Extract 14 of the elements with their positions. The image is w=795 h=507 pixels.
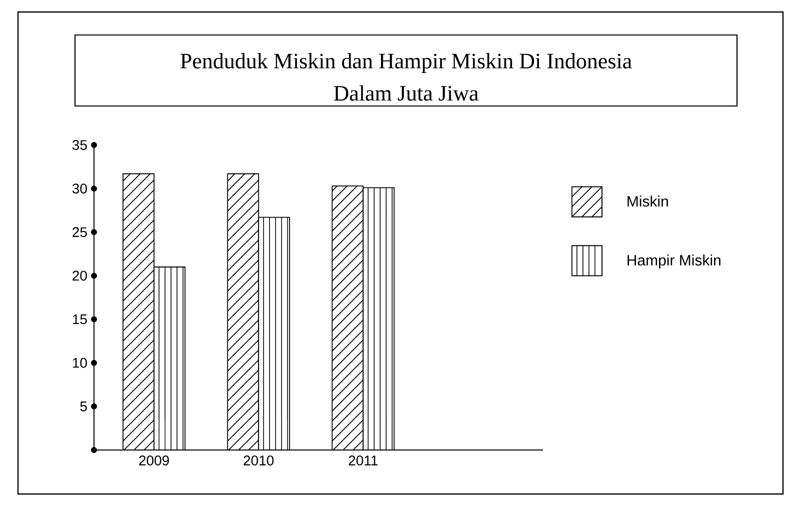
chart-subtitle: Dalam Juta Jiwa (334, 85, 478, 101)
chart-title: Penduduk Miskin dan Hampir Miskin Di Indonesia (180, 53, 632, 73)
y-tick-label: 20 (72, 270, 87, 281)
x-tick-label: 2009 (139, 456, 169, 466)
x-tick-label: 2011 (348, 456, 378, 466)
y-tick-label: 25 (72, 227, 87, 238)
x-tick-label: 2010 (244, 456, 274, 466)
legend-label: Hampir Miskin (628, 254, 720, 269)
y-tick-label: 30 (72, 184, 87, 194)
y-tick-label: 10 (72, 358, 87, 368)
y-tick-label: 15 (72, 314, 87, 324)
legend-label: Miskin (628, 196, 668, 207)
y-tick-label: 5 (80, 402, 87, 412)
y-tick-label: 35 (72, 140, 87, 150)
